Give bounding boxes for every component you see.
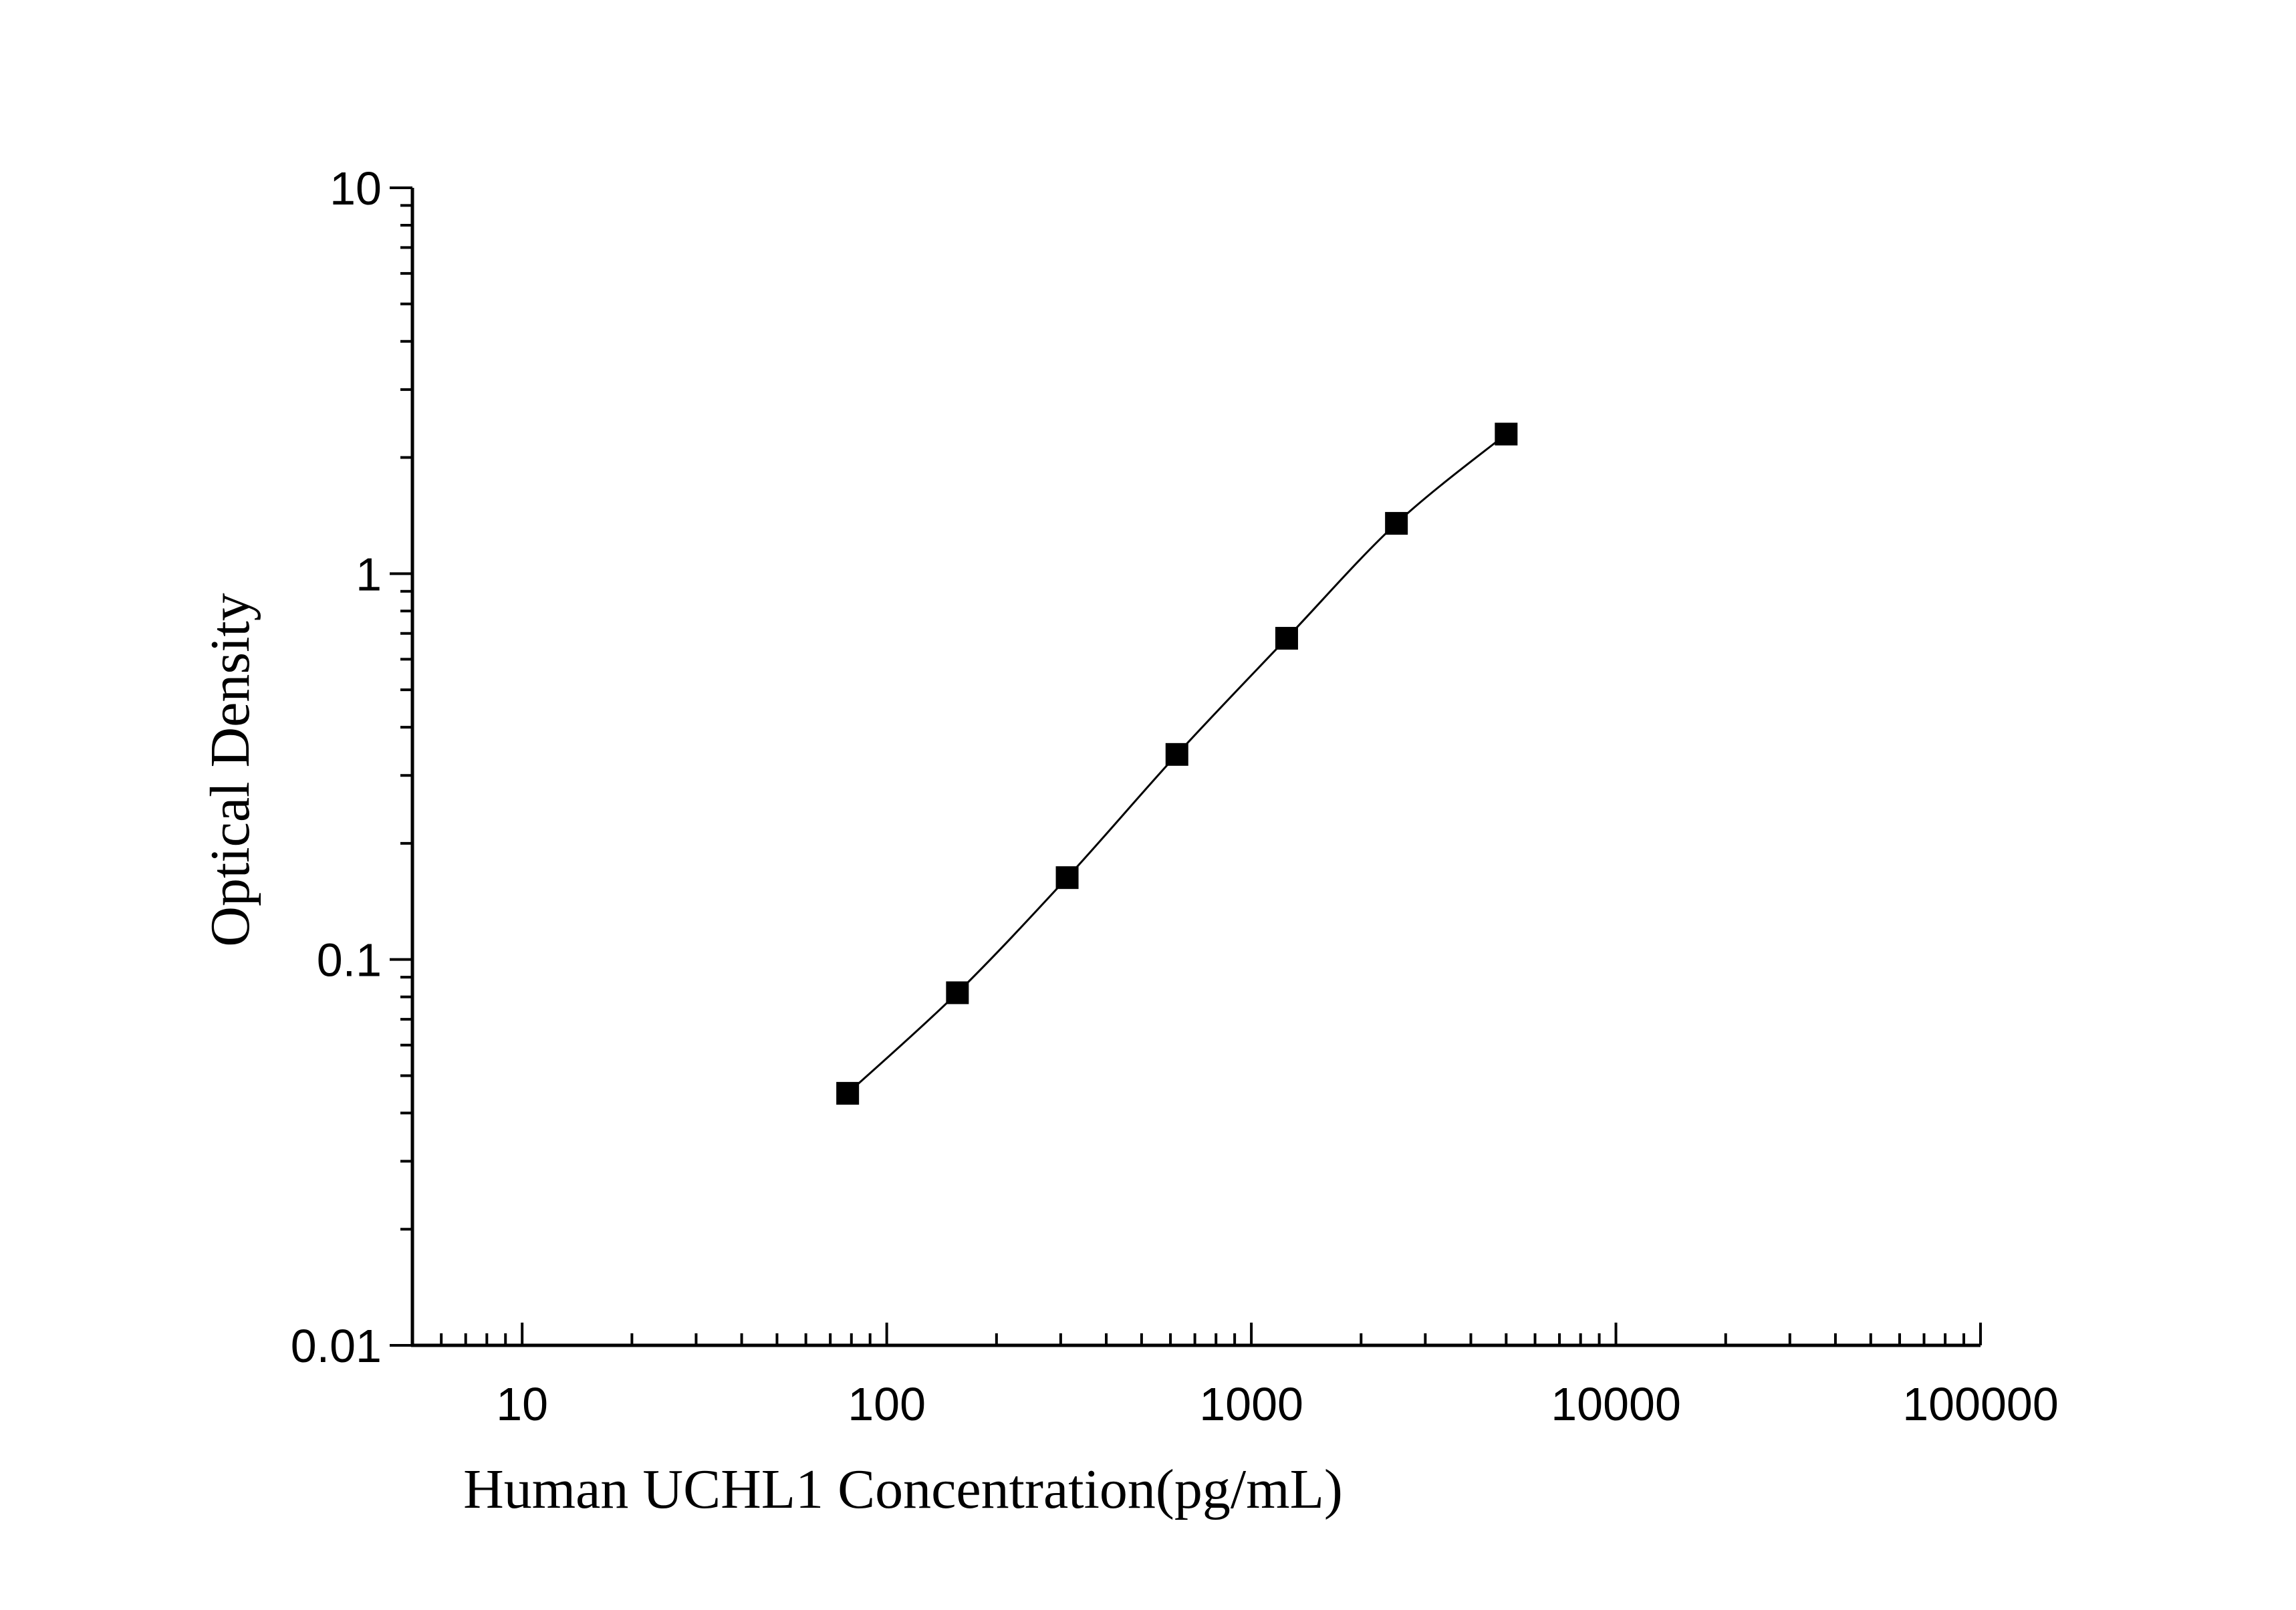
- y-axis-title: Optical Density: [199, 593, 261, 947]
- x-tick-label: 1000: [1199, 1378, 1303, 1430]
- y-tick-label: 0.1: [317, 934, 382, 986]
- x-tick-label: 100000: [1902, 1378, 2059, 1430]
- data-points: [836, 422, 1518, 1105]
- data-point-marker: [1495, 422, 1518, 446]
- data-point-marker: [946, 981, 969, 1004]
- data-point-marker: [1275, 627, 1298, 650]
- data-point-marker: [1055, 866, 1079, 890]
- axis-ticks: [390, 186, 1982, 1347]
- data-point-marker: [1165, 743, 1188, 766]
- x-tick-label: 10000: [1551, 1378, 1681, 1430]
- y-tick-label: 10: [330, 162, 382, 215]
- axes: [410, 188, 1981, 1347]
- data-point-marker: [836, 1081, 860, 1105]
- x-tick-label: 100: [848, 1378, 926, 1430]
- y-tick-label: 1: [356, 548, 382, 600]
- data-point-marker: [1385, 512, 1408, 535]
- y-tick-label: 0.01: [291, 1320, 382, 1372]
- x-axis-title: Human UCHL1 Concentration(pg/mL): [463, 1458, 1343, 1520]
- tick-labels: 10 100 1000 10000 100000 0.01 0.1 1 10: [291, 162, 2059, 1430]
- x-tick-label: 10: [496, 1378, 548, 1430]
